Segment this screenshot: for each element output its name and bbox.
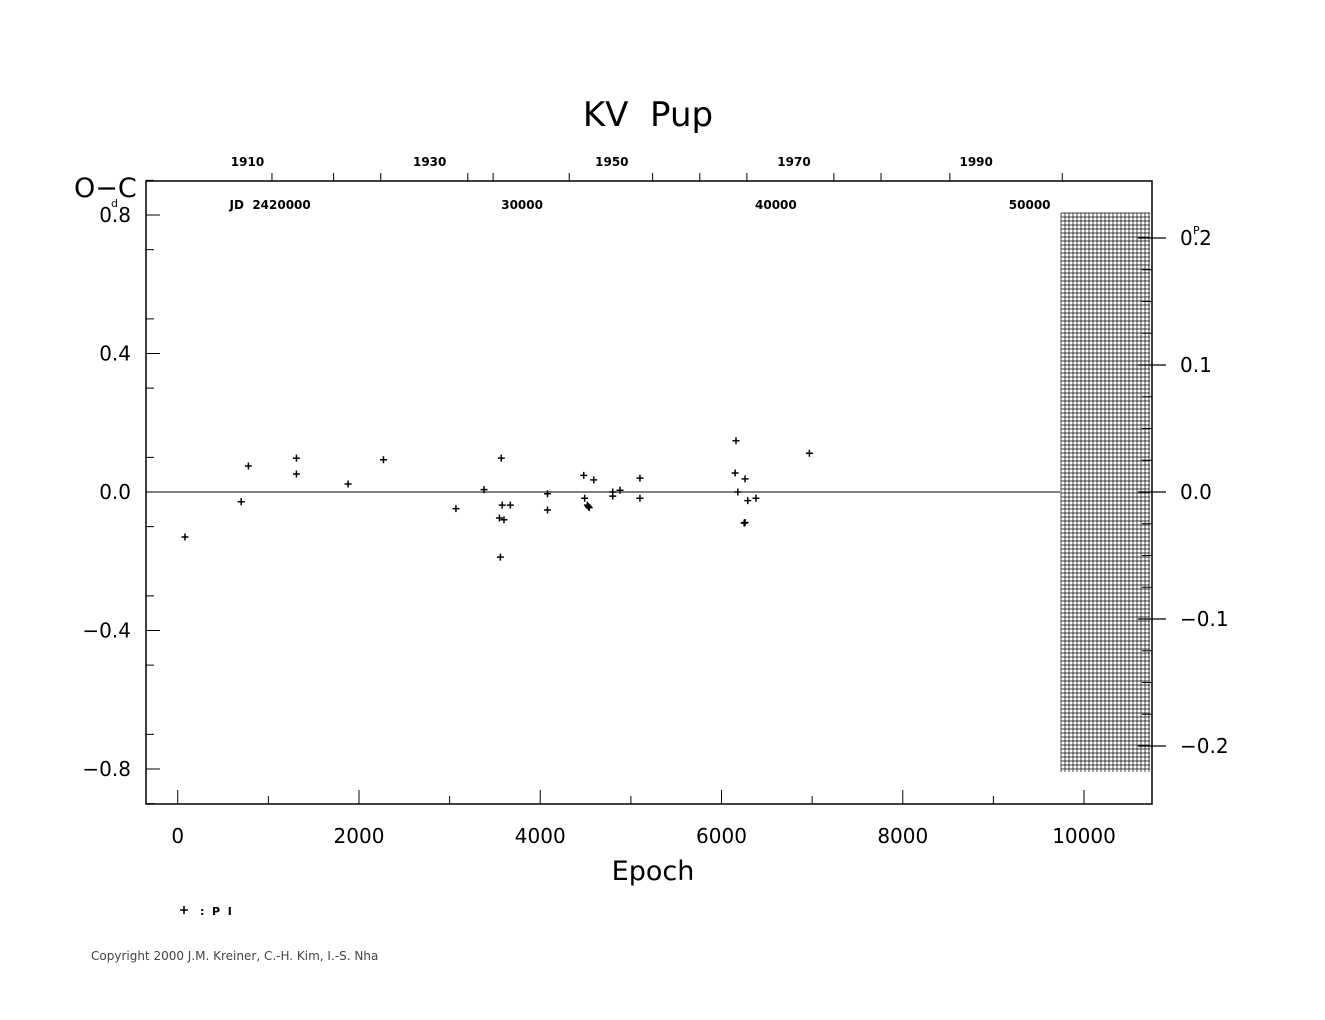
data-point [543, 506, 551, 514]
data-point [581, 494, 589, 502]
top-year-label: 1990 [959, 155, 992, 169]
legend-marker [180, 906, 188, 914]
right-tick-label: 0.2 [1180, 226, 1212, 250]
data-point [181, 533, 189, 541]
y-tick-label: 0.4 [99, 342, 131, 366]
data-point [616, 486, 624, 494]
right-tick-label: −0.1 [1180, 607, 1229, 631]
data-point [580, 471, 588, 479]
jd-label: 40000 [755, 198, 797, 212]
data-point [752, 494, 760, 502]
top-year-label: 1930 [413, 155, 446, 169]
data-point [584, 503, 592, 511]
axis-ticks [146, 173, 1166, 805]
data-point [543, 490, 551, 498]
y-tick-label: 0.8 [99, 203, 131, 227]
data-point [500, 516, 508, 524]
jd-label: JD 2420000 [229, 198, 311, 212]
x-tick-label: 0 [171, 824, 184, 848]
data-point [452, 505, 460, 513]
data-point [292, 470, 300, 478]
top-year-label: 1970 [777, 155, 810, 169]
data-point [497, 454, 505, 462]
data-point [741, 475, 749, 483]
data-point [244, 462, 252, 470]
data-point [732, 437, 740, 445]
right-tick-label: 0.1 [1180, 353, 1212, 377]
top-year-label: 1910 [231, 155, 264, 169]
data-point [506, 501, 514, 509]
jd-label: 50000 [1009, 198, 1051, 212]
data-point [379, 456, 387, 464]
y-axis-label: O−C [74, 173, 137, 204]
x-tick-label: 8000 [877, 824, 928, 848]
data-point [741, 518, 749, 526]
copyright-notice: Copyright 2000 J.M. Kreiner, C.-H. Kim, … [91, 949, 379, 963]
y-tick-label: −0.8 [82, 757, 131, 781]
x-tick-label: 4000 [515, 824, 566, 848]
jd-label: 30000 [501, 198, 543, 212]
data-point [480, 486, 488, 494]
data-point [496, 553, 504, 561]
data-point [636, 494, 644, 502]
y-tick-label: −0.4 [82, 619, 131, 643]
legend: : P I [180, 905, 232, 918]
top-year-label: 1950 [595, 155, 628, 169]
x-tick-label: 6000 [696, 824, 747, 848]
data-point [495, 514, 503, 522]
data-point [498, 501, 506, 509]
data-point [585, 504, 593, 512]
future-hatched-region [1060, 212, 1150, 772]
data-point [636, 474, 644, 482]
data-point [292, 454, 300, 462]
data-point [731, 469, 739, 477]
axis-tick-labels: 0 2000 4000 6000 8000 10000 0.8 0.4 0.0 −0.4 −0.8 0… [82, 155, 1228, 848]
data-point [237, 498, 245, 506]
y-tick-label: 0.0 [99, 480, 131, 504]
data-point [609, 492, 617, 500]
x-tick-label: 10000 [1052, 824, 1116, 848]
right-axis-unit: P [1193, 224, 1200, 237]
y-axis-unit: d [111, 197, 118, 210]
data-points [181, 437, 813, 561]
data-point [344, 480, 352, 488]
data-point [590, 476, 598, 484]
x-tick-label: 2000 [334, 824, 385, 848]
x-axis-label: Epoch [612, 856, 695, 887]
data-point [744, 497, 752, 505]
chart-title: KV Pup [583, 95, 713, 135]
right-tick-label: −0.2 [1180, 734, 1229, 758]
right-tick-label: 0.0 [1180, 480, 1212, 504]
data-point [805, 449, 813, 457]
data-point [734, 488, 742, 496]
legend-label: : P I [200, 905, 232, 918]
